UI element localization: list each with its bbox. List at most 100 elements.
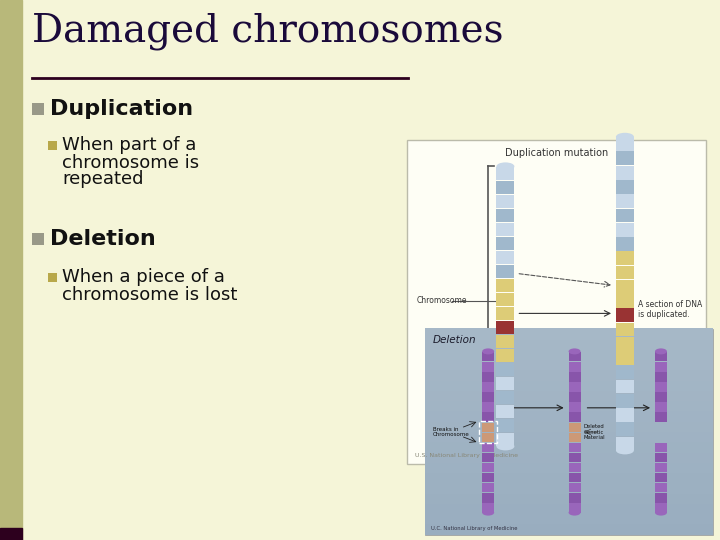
- Bar: [482, 362, 494, 372]
- Bar: [32, 233, 44, 245]
- Text: U.C. National Library of Medicine: U.C. National Library of Medicine: [431, 525, 517, 531]
- Bar: [425, 410, 713, 422]
- Bar: [496, 265, 514, 279]
- Bar: [569, 443, 580, 452]
- Bar: [48, 141, 57, 150]
- Text: chromosome is: chromosome is: [62, 153, 199, 172]
- Bar: [616, 166, 634, 180]
- Bar: [407, 140, 706, 464]
- Bar: [482, 473, 494, 482]
- Bar: [655, 352, 667, 361]
- Ellipse shape: [616, 447, 634, 454]
- Text: A section of DNA
is duplicated.: A section of DNA is duplicated.: [638, 300, 702, 319]
- Bar: [616, 137, 634, 151]
- Bar: [482, 392, 494, 402]
- Bar: [616, 365, 634, 379]
- Bar: [482, 382, 494, 392]
- Bar: [425, 369, 713, 381]
- Ellipse shape: [569, 510, 580, 516]
- Bar: [482, 413, 494, 422]
- Bar: [496, 391, 514, 404]
- Bar: [425, 472, 713, 483]
- Text: When part of a: When part of a: [62, 137, 197, 154]
- Text: Deleted
Genetic
Material: Deleted Genetic Material: [583, 424, 606, 440]
- Bar: [425, 523, 713, 535]
- Bar: [616, 351, 634, 365]
- Text: When a piece of a: When a piece of a: [62, 268, 225, 287]
- Bar: [482, 352, 494, 361]
- Bar: [496, 223, 514, 237]
- Bar: [480, 421, 497, 443]
- Bar: [616, 152, 634, 165]
- Bar: [569, 402, 580, 412]
- Bar: [616, 223, 634, 237]
- Bar: [425, 492, 713, 504]
- Text: repeated: repeated: [62, 171, 143, 188]
- Ellipse shape: [655, 348, 667, 354]
- Bar: [425, 359, 713, 370]
- Ellipse shape: [655, 510, 667, 516]
- Bar: [616, 294, 634, 308]
- Bar: [0, 0, 22, 540]
- Text: Chromosome: Chromosome: [417, 296, 467, 305]
- Bar: [569, 392, 580, 402]
- Bar: [616, 380, 634, 393]
- Bar: [425, 451, 713, 463]
- Bar: [616, 194, 634, 208]
- Bar: [482, 483, 494, 492]
- Text: U.S. National Library of Medicine: U.S. National Library of Medicine: [415, 454, 518, 458]
- Bar: [425, 482, 713, 494]
- Bar: [569, 493, 580, 503]
- Bar: [496, 307, 514, 320]
- Bar: [569, 463, 580, 472]
- Bar: [569, 382, 580, 392]
- Bar: [496, 279, 514, 292]
- Bar: [616, 408, 634, 422]
- Bar: [616, 308, 634, 322]
- Bar: [425, 503, 713, 514]
- Bar: [616, 322, 634, 336]
- Bar: [569, 473, 580, 482]
- Bar: [48, 273, 57, 282]
- Bar: [496, 195, 514, 208]
- Bar: [616, 180, 634, 194]
- Bar: [32, 103, 44, 115]
- Bar: [496, 335, 514, 348]
- Bar: [569, 433, 580, 442]
- Bar: [496, 419, 514, 433]
- Bar: [569, 372, 580, 382]
- Bar: [616, 208, 634, 222]
- Bar: [482, 503, 494, 512]
- Bar: [496, 237, 514, 251]
- Bar: [655, 362, 667, 372]
- Bar: [482, 372, 494, 382]
- Bar: [425, 328, 713, 340]
- Bar: [569, 422, 580, 432]
- Bar: [569, 362, 580, 372]
- Bar: [425, 462, 713, 473]
- Bar: [655, 483, 667, 492]
- Ellipse shape: [482, 510, 494, 516]
- Bar: [496, 377, 514, 390]
- Text: Duplication mutation: Duplication mutation: [505, 148, 608, 158]
- Bar: [616, 266, 634, 279]
- Bar: [482, 433, 494, 442]
- Bar: [616, 436, 634, 450]
- Ellipse shape: [496, 442, 514, 450]
- Bar: [569, 503, 580, 512]
- Text: Breaks in
Chromosome: Breaks in Chromosome: [433, 427, 469, 437]
- Bar: [655, 453, 667, 462]
- Ellipse shape: [616, 133, 634, 141]
- Bar: [496, 181, 514, 194]
- Bar: [569, 352, 580, 361]
- Bar: [482, 453, 494, 462]
- Bar: [425, 431, 713, 442]
- Bar: [655, 463, 667, 472]
- Bar: [655, 493, 667, 503]
- Bar: [496, 433, 514, 447]
- Bar: [496, 293, 514, 306]
- Bar: [496, 251, 514, 265]
- Bar: [425, 380, 713, 391]
- Bar: [482, 422, 494, 432]
- Bar: [569, 413, 580, 422]
